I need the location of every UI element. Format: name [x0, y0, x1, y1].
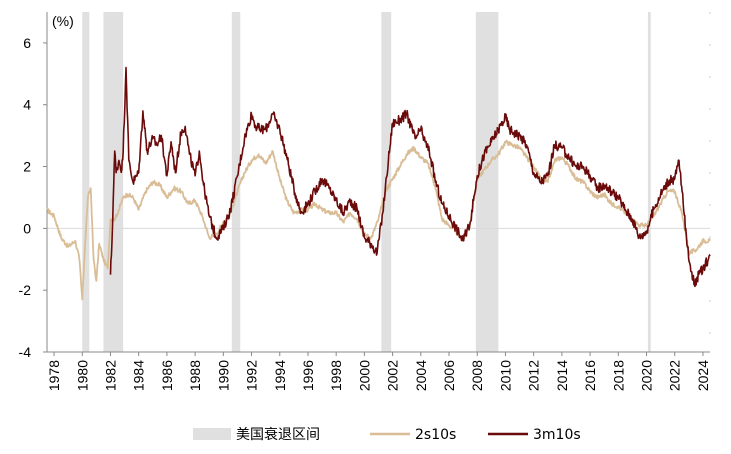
- legend-label-2s10s: 2s10s: [415, 427, 456, 443]
- y-unit-label: (%): [52, 13, 74, 29]
- x-tick-label-19: 2016: [582, 360, 598, 391]
- series-lines: [46, 66, 711, 301]
- recession-band-0: [82, 12, 90, 352]
- x-tick-label-13: 2004: [413, 360, 429, 391]
- x-tick-label-21: 2020: [639, 360, 655, 391]
- x-tick-label-22: 2022: [667, 360, 683, 391]
- x-tick-label-14: 2006: [441, 360, 457, 391]
- x-tick-label-2: 1982: [102, 360, 118, 391]
- x-tick-label-0: 1978: [46, 360, 62, 391]
- recession-band-5: [647, 12, 651, 352]
- x-tick-label-10: 1998: [328, 360, 344, 391]
- x-tick-label-17: 2012: [526, 360, 542, 391]
- x-tick-label-16: 2010: [497, 360, 513, 391]
- x-tick-label-18: 2014: [554, 360, 570, 391]
- x-tick-label-7: 1992: [244, 360, 260, 391]
- x-tick-label-8: 1994: [272, 360, 288, 391]
- series-line-s2s10s: [46, 139, 711, 301]
- x-tick-label-20: 2018: [610, 360, 626, 391]
- legend: 美国衰退区间 2s10s 3m10s: [193, 426, 581, 443]
- recession-band-4: [475, 12, 499, 352]
- legend-swatch-recession: [193, 428, 231, 440]
- x-tick-label-12: 2002: [385, 360, 401, 391]
- x-tick-label-23: 2024: [695, 360, 711, 391]
- x-tick-label-1: 1980: [74, 360, 90, 391]
- y-tick-label-1: -2: [19, 282, 32, 298]
- x-tick-label-11: 2000: [356, 360, 372, 391]
- x-tick-label-15: 2008: [469, 360, 485, 391]
- axis-ticks: -4 -2 0 2 4 6 1978 1980 1982 1984 1986 1988 1990 1992…: [19, 35, 711, 391]
- x-tick-label-9: 1996: [300, 360, 316, 391]
- y-tick-label-0: -4: [19, 344, 32, 360]
- x-tick-label-4: 1986: [159, 360, 175, 391]
- y-tick-label-4: 4: [23, 97, 31, 113]
- x-tick-label-5: 1988: [187, 360, 203, 391]
- series-line-s3m10s: [109, 66, 711, 288]
- y-tick-label-5: 6: [23, 35, 31, 51]
- y-tick-label-2: 0: [23, 220, 31, 236]
- recession-bands: [82, 12, 651, 352]
- legend-label-3m10s: 3m10s: [533, 427, 581, 443]
- legend-label-recession: 美国衰退区间: [236, 426, 320, 443]
- y-tick-label-3: 2: [23, 159, 31, 175]
- x-tick-label-3: 1984: [131, 360, 147, 391]
- x-tick-label-6: 1990: [215, 360, 231, 391]
